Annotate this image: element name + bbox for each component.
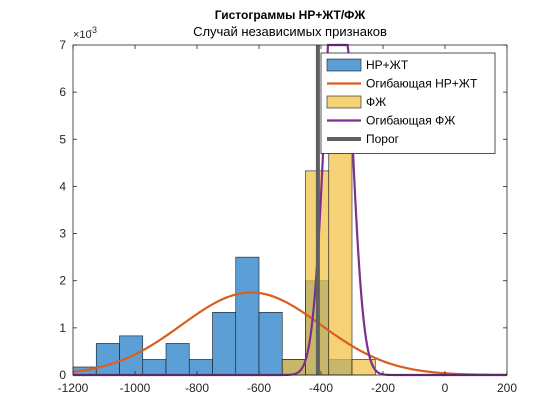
- legend-label: Порог: [366, 132, 400, 146]
- chart-subtitle: Случай независимых признаков: [193, 24, 387, 39]
- y-tick-label: 4: [59, 179, 66, 193]
- histogram-bar: [188, 359, 213, 376]
- x-tick-label: -1000: [120, 381, 151, 395]
- x-tick-label: -1200: [58, 381, 89, 395]
- y-multiplier: ×10 -3: [73, 25, 97, 41]
- histogram-bar: [212, 311, 237, 376]
- legend-swatch: [326, 95, 362, 109]
- x-tick-label: -200: [371, 381, 395, 395]
- y-tick-label: 6: [59, 85, 66, 99]
- y-tick-label: 0: [59, 368, 66, 382]
- legend: НР+ЖТ Огибающая НР+ЖТ ФЖ Огибающая ФЖ Порог: [320, 52, 496, 154]
- histogram-bar: [95, 343, 120, 376]
- histogram-bar: [235, 256, 260, 376]
- legend-label: Огибающая ФЖ: [366, 114, 455, 128]
- chart-title: Гистограммы НР+ЖТ/ФЖ: [215, 8, 366, 22]
- plot-area: -1200 -1000 -800 -600 -400 -200 0 200 0 1 2 3 4 5 6 7: [58, 38, 518, 395]
- legend-label: НР+ЖТ: [366, 58, 409, 72]
- x-tick-label: 200: [497, 381, 517, 395]
- axes-box: [72, 44, 508, 376]
- histogram-bar: [165, 343, 190, 376]
- y-tick-label: 7: [59, 38, 66, 52]
- x-tick-label: -400: [309, 381, 333, 395]
- histogram-bar: [142, 359, 167, 376]
- envelope-line: [72, 291, 508, 376]
- y-tick-label: 5: [59, 132, 66, 146]
- y-tick-label: 2: [59, 274, 66, 288]
- y-multiplier-exponent: -3: [89, 25, 97, 35]
- histogram-bar: [258, 311, 283, 376]
- y-tick-label: 3: [59, 227, 66, 241]
- y-multiplier-base: ×10: [73, 29, 92, 41]
- axis-ticks: -1200 -1000 -800 -600 -400 -200 0 200 0 1 2 3 4 5 6 7: [58, 38, 518, 395]
- x-tick-label: 0: [442, 381, 449, 395]
- legend-swatch: [326, 58, 362, 72]
- legend-label: ФЖ: [366, 95, 386, 109]
- legend-label: Огибающая НР+ЖТ: [366, 77, 478, 91]
- x-tick-label: -800: [185, 381, 209, 395]
- y-tick-label: 1: [59, 321, 66, 335]
- x-tick-label: -600: [247, 381, 271, 395]
